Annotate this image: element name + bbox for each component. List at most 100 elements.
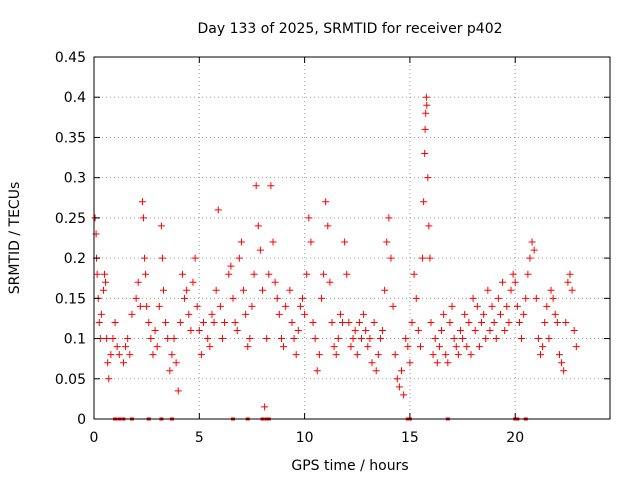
y-tick-label: 0.2 bbox=[64, 251, 86, 267]
data-point bbox=[444, 359, 452, 367]
data-point bbox=[157, 222, 165, 230]
data-point bbox=[267, 182, 275, 190]
data-point bbox=[484, 286, 492, 294]
data-point bbox=[174, 387, 182, 395]
data-point bbox=[370, 318, 378, 326]
data-point bbox=[303, 270, 311, 278]
data-point bbox=[126, 351, 134, 359]
data-point bbox=[147, 335, 155, 343]
data-point bbox=[275, 310, 283, 318]
data-point bbox=[128, 310, 136, 318]
data-point bbox=[119, 359, 127, 367]
data-point bbox=[408, 318, 416, 326]
data-point bbox=[164, 335, 172, 343]
data-point bbox=[208, 310, 216, 318]
data-point bbox=[473, 302, 481, 310]
data-point bbox=[113, 343, 121, 351]
x-tick-label: 10 bbox=[296, 430, 314, 446]
data-point bbox=[461, 310, 469, 318]
data-point bbox=[143, 302, 151, 310]
x-tick-label: 15 bbox=[401, 430, 419, 446]
data-point bbox=[233, 327, 241, 335]
data-point bbox=[520, 310, 528, 318]
data-point bbox=[311, 335, 319, 343]
data-point bbox=[547, 286, 555, 294]
data-point bbox=[181, 294, 189, 302]
data-point bbox=[364, 343, 372, 351]
x-tick-label: 20 bbox=[506, 430, 524, 446]
data-point bbox=[478, 318, 486, 326]
data-point bbox=[492, 335, 500, 343]
data-point bbox=[426, 254, 434, 262]
data-point bbox=[102, 278, 110, 286]
data-point bbox=[235, 254, 243, 262]
data-point bbox=[250, 270, 258, 278]
data-point bbox=[385, 214, 393, 222]
y-tick-label: 0.25 bbox=[55, 211, 86, 227]
data-point bbox=[158, 254, 166, 262]
data-point bbox=[334, 335, 342, 343]
data-point bbox=[183, 286, 191, 294]
data-point bbox=[122, 343, 130, 351]
data-point bbox=[570, 327, 578, 335]
data-point bbox=[109, 335, 117, 343]
data-point bbox=[324, 222, 332, 230]
data-point bbox=[572, 343, 580, 351]
data-point bbox=[166, 367, 174, 375]
data-point bbox=[345, 318, 353, 326]
y-tick-label: 0.1 bbox=[64, 332, 86, 348]
data-point bbox=[459, 335, 467, 343]
data-point bbox=[290, 335, 298, 343]
data-point bbox=[501, 327, 509, 335]
data-point bbox=[95, 318, 103, 326]
data-point bbox=[269, 238, 277, 246]
data-point bbox=[305, 214, 313, 222]
data-point bbox=[200, 318, 208, 326]
data-point bbox=[433, 359, 441, 367]
data-points bbox=[91, 93, 580, 421]
data-point bbox=[317, 294, 325, 302]
data-point bbox=[406, 359, 414, 367]
data-point bbox=[435, 343, 443, 351]
data-point bbox=[463, 343, 471, 351]
data-point bbox=[440, 310, 448, 318]
data-point bbox=[422, 109, 430, 117]
data-point bbox=[562, 318, 570, 326]
data-point bbox=[482, 335, 490, 343]
data-point bbox=[115, 351, 123, 359]
data-point bbox=[197, 351, 205, 359]
data-point bbox=[448, 302, 456, 310]
data-point bbox=[225, 270, 233, 278]
data-point bbox=[103, 335, 111, 343]
data-point bbox=[271, 278, 279, 286]
data-point bbox=[218, 335, 226, 343]
data-point bbox=[206, 343, 214, 351]
data-point bbox=[141, 254, 149, 262]
data-point bbox=[494, 294, 502, 302]
data-point bbox=[499, 278, 507, 286]
data-point bbox=[254, 222, 262, 230]
data-point bbox=[452, 343, 460, 351]
data-point bbox=[322, 198, 330, 206]
plot-frame bbox=[93, 56, 611, 420]
chart-title: Day 133 of 2025, SRMTID for receiver p40… bbox=[197, 21, 502, 37]
axis-ticks: 0 0.05 0.1 0.15 0.2 0.25 0.3 0.35 0.4 0.45 0 5 10 15 2… bbox=[55, 50, 610, 446]
data-point bbox=[532, 294, 540, 302]
data-point bbox=[490, 318, 498, 326]
data-point bbox=[105, 375, 113, 383]
data-point bbox=[193, 302, 201, 310]
data-point bbox=[261, 403, 269, 411]
data-point bbox=[185, 310, 193, 318]
data-point bbox=[383, 238, 391, 246]
data-point bbox=[568, 286, 576, 294]
data-point bbox=[246, 335, 254, 343]
data-point bbox=[313, 367, 321, 375]
data-point bbox=[320, 270, 328, 278]
x-tick-label: 5 bbox=[195, 430, 204, 446]
data-point bbox=[107, 351, 115, 359]
data-point bbox=[379, 327, 387, 335]
data-point bbox=[176, 318, 184, 326]
data-point bbox=[330, 343, 338, 351]
data-point bbox=[543, 302, 551, 310]
